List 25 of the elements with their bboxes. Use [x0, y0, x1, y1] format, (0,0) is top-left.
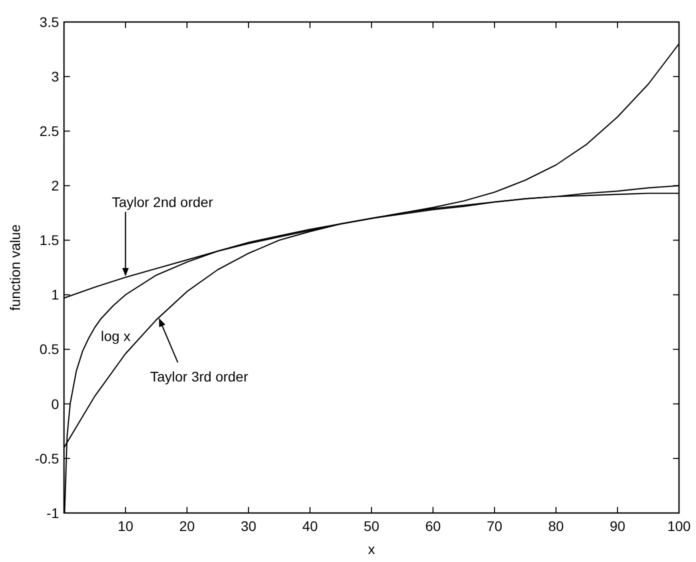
y-tick-label: 3 [51, 68, 60, 84]
x-tick-label: 100 [667, 518, 691, 534]
x-axis-title: x [368, 541, 375, 557]
y-axis-title: function value [7, 224, 23, 311]
y-tick-label: -1 [46, 504, 60, 521]
y-tick-label: 0 [51, 396, 60, 412]
y-tick-label: 2.5 [40, 123, 60, 140]
x-tick-label: 20 [179, 518, 195, 534]
x-tick-label: 10 [118, 518, 134, 534]
x-tick-label: 70 [486, 518, 502, 534]
x-tick-label: 50 [364, 518, 380, 534]
y-tick-label: 1.5 [40, 232, 60, 248]
y-tick-label: 2 [51, 178, 60, 194]
series-label: log x [100, 328, 130, 344]
x-tick-label: 80 [548, 518, 564, 534]
y-tick-label: -0.5 [34, 450, 60, 466]
text: Taylor 3rd order [150, 368, 248, 385]
x-tick-label: 30 [240, 518, 256, 534]
x-tick-label: 40 [302, 518, 318, 534]
x-tick-label: 60 [425, 518, 441, 534]
text: Taylor 2nd order [112, 194, 214, 210]
y-tick-label: 1 [51, 286, 60, 303]
y-tick-label: 3.5 [40, 14, 60, 30]
x-tick-label: 90 [610, 518, 626, 534]
y-tick-label: 0.5 [40, 341, 60, 358]
